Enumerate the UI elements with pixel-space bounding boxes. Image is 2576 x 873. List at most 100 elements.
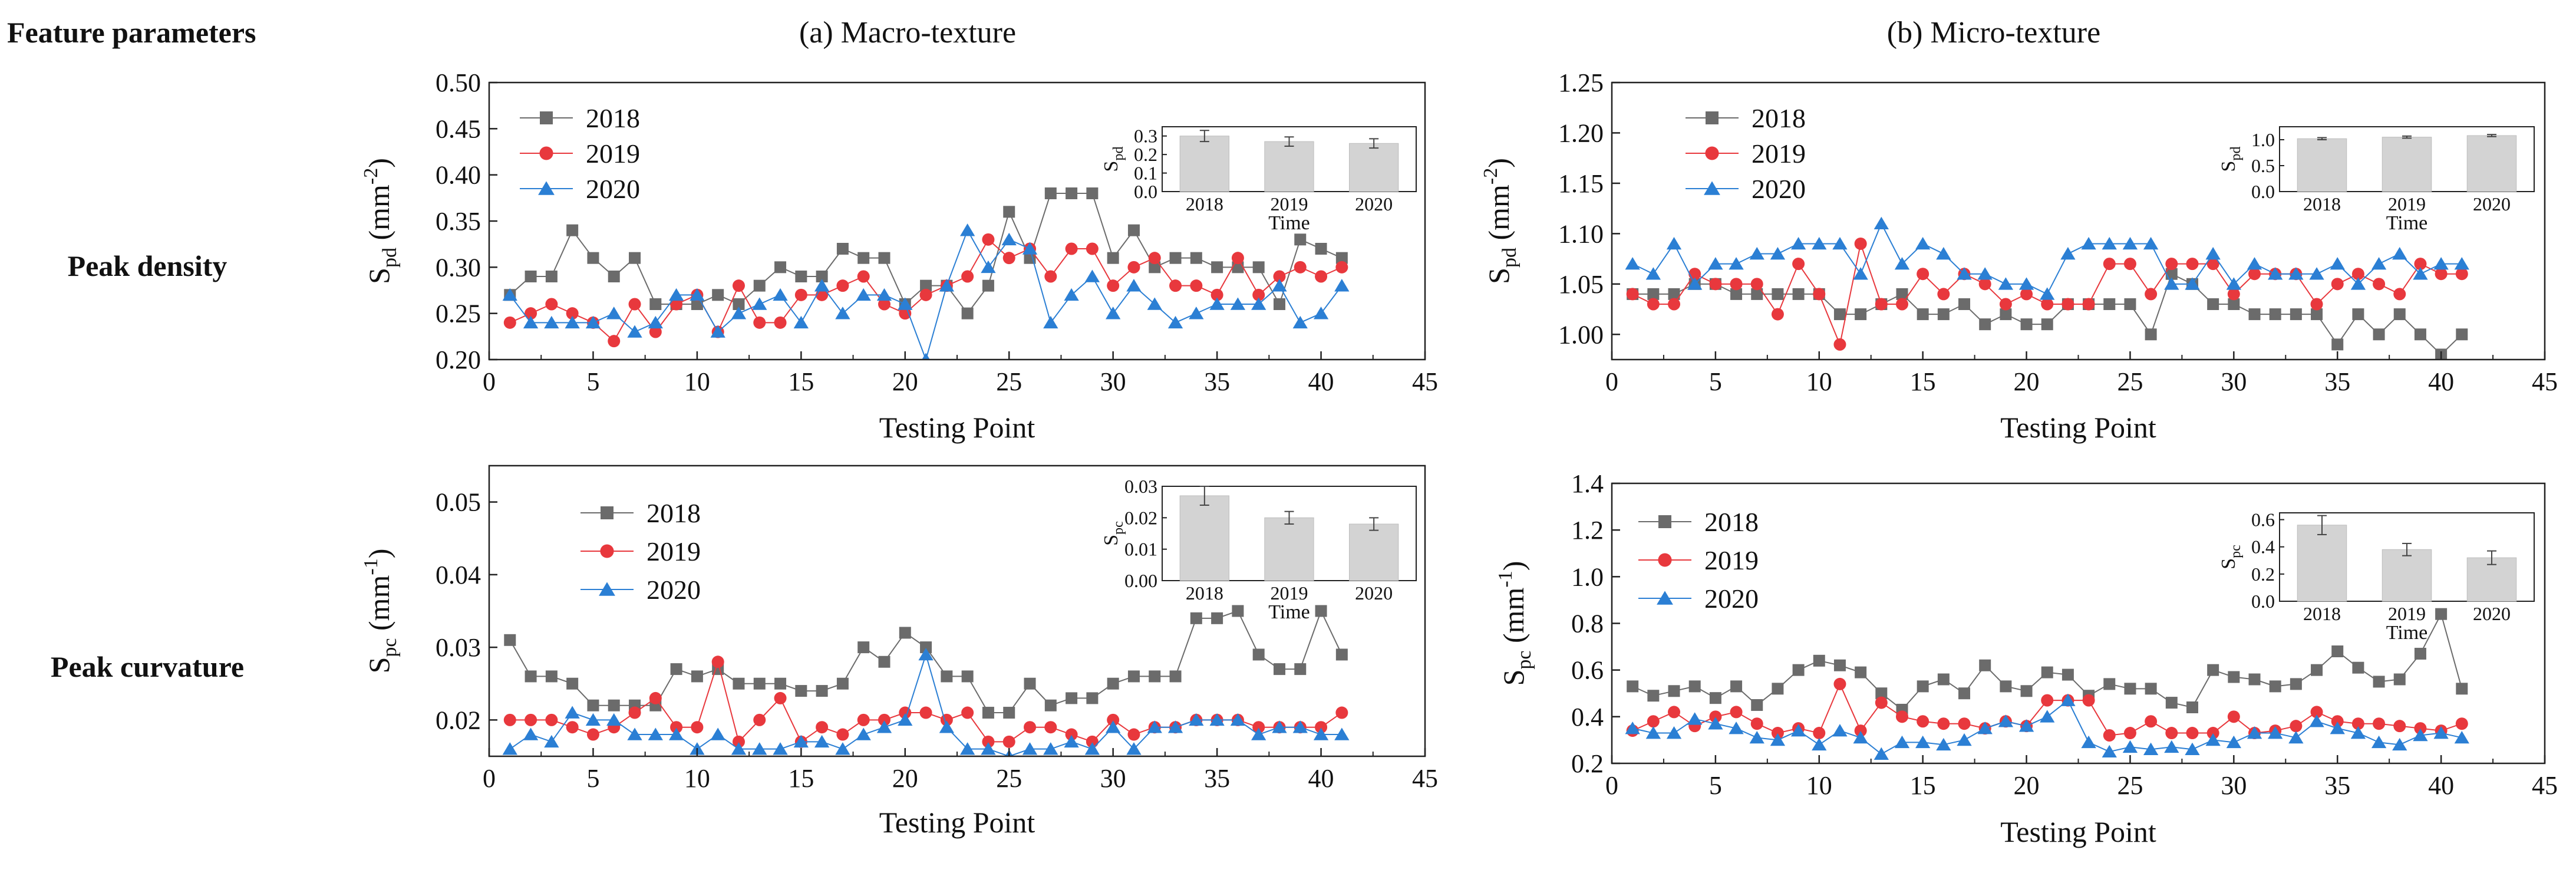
chart-data-1-point-2018-15 xyxy=(1917,308,1929,321)
chart-data-3-inset-bar-2018 xyxy=(2297,525,2347,602)
chart-data-0-point-2020-37 xyxy=(1251,297,1266,310)
chart-data-2-point-2018-17 xyxy=(836,677,849,690)
chart-data-2-point-2019-2 xyxy=(525,713,537,726)
chart-data-1-point-2019-23 xyxy=(2082,298,2095,311)
chart-data-0-point-2020-9 xyxy=(668,288,684,301)
chart-data-3-point-2020-10 xyxy=(1812,737,1827,751)
chart-data-1-point-2020-28 xyxy=(2185,277,2200,290)
chart-data-0-point-2019-36 xyxy=(1231,252,1244,265)
chart-data-0-point-2020-8 xyxy=(648,315,663,329)
chart-data-3-point-2020-11 xyxy=(1832,724,1848,737)
chart-data-1-point-2018-37 xyxy=(2373,328,2385,341)
chart-data-3-legend-label-2019: 2019 xyxy=(1704,545,1759,575)
chart-data-1-yaxis-title: Spd (mm-2) xyxy=(1480,158,1520,284)
chart-data-1-legend-marker-2020 xyxy=(1704,181,1720,195)
chart-data-1-point-2018-20 xyxy=(2020,318,2033,331)
chart-data-0-point-2018-18 xyxy=(857,252,870,264)
chart-data-2-point-2019-40 xyxy=(1315,721,1328,734)
chart-data-2-point-2018-40 xyxy=(1315,605,1327,617)
chart-data-0-ylabel-sub: pd xyxy=(379,248,401,268)
chart-data-2-point-2020-37 xyxy=(1251,727,1266,740)
chart-data-1-point-2019-29 xyxy=(2206,258,2219,271)
chart-data-0-point-2019-14 xyxy=(774,316,787,329)
chart-data-0-point-2018-37 xyxy=(1252,261,1265,274)
chart-data-0-point-2019-19 xyxy=(878,298,890,311)
chart-data-1-point-2020-5 xyxy=(1708,257,1723,270)
chart-data-3-ytick-label: 1.0 xyxy=(1571,562,1604,591)
chart-data-3-ylabel-main: S xyxy=(1497,670,1530,686)
chart-data-2-point-2018-38 xyxy=(1273,663,1285,676)
chart-data-3-point-2019-15 xyxy=(1917,715,1929,728)
chart-data-0-ytick-label: 0.50 xyxy=(436,68,481,97)
chart-data-1-point-2019-3 xyxy=(1668,298,1681,311)
chart-data-1-point-2018-29 xyxy=(2207,298,2219,310)
chart-data-1-point-2020-11 xyxy=(1832,236,1848,250)
chart-data-2-point-2018-36 xyxy=(1232,605,1244,617)
chart-data-3-point-2018-1 xyxy=(1627,680,1639,693)
chart-data-1-ylabel-exp: -2 xyxy=(1480,168,1502,185)
chart-data-3-point-2019-10 xyxy=(1813,727,1826,740)
chart-data-0-point-2018-7 xyxy=(629,252,641,264)
chart-data-1-point-2020-6 xyxy=(1729,257,1744,270)
chart-data-0-point-2019-1 xyxy=(503,316,516,329)
chart-data-3-point-2020-34 xyxy=(2309,714,2324,727)
chart-data-2-point-2020-36 xyxy=(1230,713,1246,726)
chart-data-3-point-2020-28 xyxy=(2185,742,2200,756)
chart-data-0-point-2018-25 xyxy=(1003,206,1015,218)
chart-data-0-xtick-label: 5 xyxy=(586,367,599,396)
chart-data-3-ytick-label: 0.2 xyxy=(1571,749,1604,778)
chart-data-3-ytick-label: 0.8 xyxy=(1571,610,1604,638)
chart-data-0-point-2019-41 xyxy=(1335,261,1348,274)
chart-data-0-point-2020-36 xyxy=(1230,297,1246,310)
chart-data-0-point-2018-8 xyxy=(649,298,662,310)
chart-data-3-point-2018-28 xyxy=(2186,701,2198,713)
chart-data-2-point-2020-26 xyxy=(1022,742,1038,755)
chart-data-1-point-2019-37 xyxy=(2373,278,2386,291)
chart-data-1-xtick-label: 10 xyxy=(1806,367,1832,396)
chart-data-3-point-2018-40 xyxy=(2435,608,2448,620)
chart-data-2-ylabel-unit: (mm xyxy=(362,575,395,638)
chart-data-0-point-2019-4 xyxy=(566,307,579,320)
chart-data-1-point-2020-12 xyxy=(1853,267,1868,280)
chart-data-0-point-2018-5 xyxy=(587,252,599,264)
chart-data-2-point-2020-21 xyxy=(918,647,934,661)
chart-data-0-xtick-label: 40 xyxy=(1308,367,1334,396)
chart-data-0-point-2019-3 xyxy=(545,298,558,311)
chart-data-3-ytick-label: 1.2 xyxy=(1571,516,1604,545)
chart-data-2-point-2018-20 xyxy=(899,627,911,639)
chart-data-2-legend-label-2019: 2019 xyxy=(647,536,701,566)
chart-data-3-point-2019-29 xyxy=(2206,727,2219,740)
chart-data-1-series-2020 xyxy=(1625,216,2469,300)
chart-data-0-xtick-label: 15 xyxy=(788,367,814,396)
chart-data-1-point-2020-16 xyxy=(1936,247,1951,260)
chart-data-2-point-2019-25 xyxy=(1002,735,1015,748)
chart-data-1-point-2018-18 xyxy=(1979,318,1991,331)
chart-data-1-point-2019-8 xyxy=(1771,308,1784,321)
chart-data-3-point-2020-30 xyxy=(2226,735,2241,749)
chart-data-2-legend-label-2020: 2020 xyxy=(647,575,701,605)
chart-data-3-legend-marker-2018 xyxy=(1658,515,1671,528)
chart-data-3-point-2020-38 xyxy=(2392,737,2407,751)
chart-data-3-xtick-label: 40 xyxy=(2428,771,2454,800)
chart-data-1-point-2018-3 xyxy=(1668,288,1680,300)
chart-data-0-point-2020-27 xyxy=(1043,315,1058,329)
chart-data-2-series-line-2018 xyxy=(509,610,1343,714)
chart-data-0-point-2018-40 xyxy=(1315,243,1327,255)
chart-data-0-inset-bar-2018 xyxy=(1179,136,1229,192)
chart-data-0-point-2019-38 xyxy=(1273,270,1286,283)
chart-data-1-point-2018-24 xyxy=(2103,298,2116,310)
chart-data-0-series-line-2020 xyxy=(509,229,1343,360)
chart-data-2-series-2018 xyxy=(504,605,1348,719)
chart-data-0-point-2018-2 xyxy=(525,271,537,282)
chart-data-1-point-2018-32 xyxy=(2269,308,2281,321)
chart-data-3-point-2020-33 xyxy=(2288,730,2304,744)
chart-data-0-point-2019-34 xyxy=(1190,279,1203,292)
chart-data-3-point-2020-6 xyxy=(1729,722,1744,734)
chart-data-1-xtick-label: 25 xyxy=(2117,367,2143,396)
chart-data-3-point-2019-28 xyxy=(2186,727,2199,740)
chart-data-0-xtick-label: 0 xyxy=(483,367,496,396)
chart-data-3-inset-xtick-2019: 2019 xyxy=(2388,603,2426,624)
chart-data-2-point-2020-5 xyxy=(585,713,601,726)
chart-data-1-legend-marker-2019 xyxy=(1705,146,1719,160)
chart-data-2-point-2020-24 xyxy=(981,742,996,755)
